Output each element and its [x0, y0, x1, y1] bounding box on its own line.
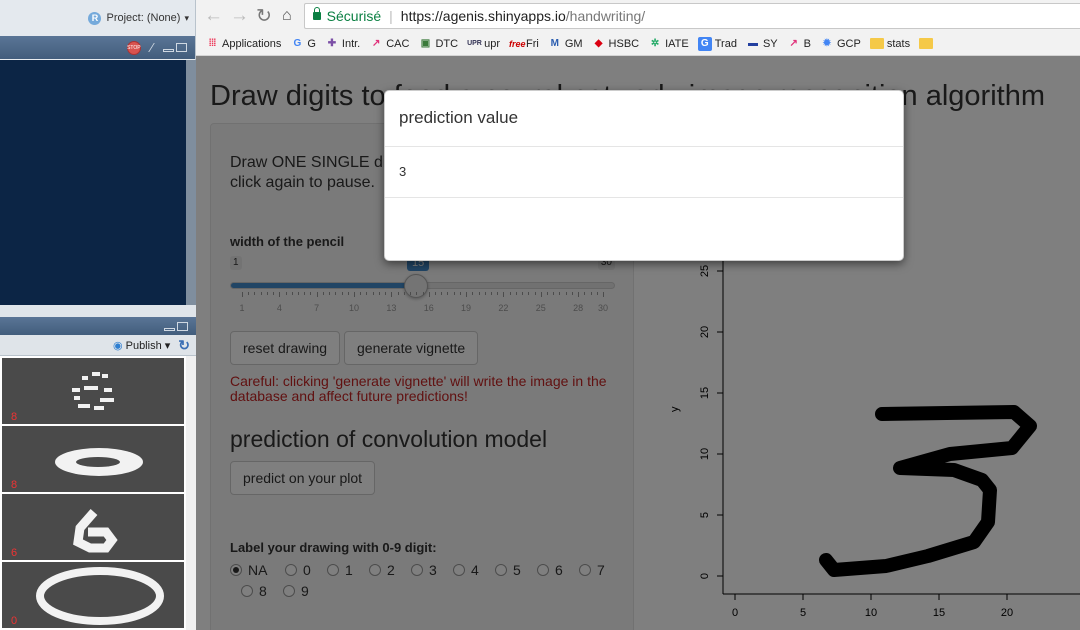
home-icon[interactable]: ⌂	[282, 7, 292, 24]
prediction-modal: prediction value 3	[384, 90, 904, 261]
vignette-item: 6	[2, 494, 184, 560]
maximize-icon[interactable]	[177, 321, 188, 331]
address-bar[interactable]: Sécurisé | https://agenis.shinyapps.io/h…	[303, 3, 1080, 29]
google-icon: G	[293, 37, 302, 49]
bookmark-gm[interactable]: M GM	[548, 37, 583, 51]
vignette-digit-image	[36, 567, 164, 625]
gmail-icon: M	[550, 37, 559, 49]
refresh-icon[interactable]: ↻	[178, 336, 190, 353]
upr-icon: UPR	[467, 39, 482, 47]
bookmark-iate[interactable]: ✲ IATE	[648, 37, 689, 51]
window-controls	[164, 321, 188, 331]
forward-icon[interactable]: →	[230, 5, 249, 26]
ide-project-bar[interactable]: R Project: (None) ▾	[0, 0, 195, 36]
console-scrollbar[interactable]	[186, 60, 196, 305]
free-icon: free	[508, 38, 526, 49]
eu-icon: ✲	[650, 37, 660, 49]
flag-icon: ▬	[747, 37, 758, 49]
bookmark-folder[interactable]	[919, 38, 934, 49]
vignette-label: 0	[11, 615, 18, 627]
bookmark-stats[interactable]: stats	[869, 38, 910, 50]
broom-icon[interactable]: ⁄	[150, 40, 153, 55]
project-label[interactable]: Project: (None)	[106, 12, 181, 24]
bookmark-sy[interactable]: ▬ SY	[747, 37, 778, 50]
arrow-logo-icon: ↗	[789, 37, 798, 49]
chip-icon: ✹	[822, 37, 832, 49]
lock-icon	[312, 7, 321, 20]
vignette-item: 8	[2, 426, 184, 492]
minimize-icon[interactable]	[164, 327, 175, 331]
secure-label: Sécurisé	[326, 8, 382, 24]
bookmark-intr[interactable]: ✚ Intr.	[325, 37, 361, 51]
prediction-value: 3	[385, 147, 903, 198]
reload-icon[interactable]: ↻	[256, 5, 272, 27]
vignette-digit-image	[72, 372, 114, 410]
vignette-item: 0	[2, 562, 184, 628]
chevron-down-icon[interactable]: ▾	[184, 12, 189, 23]
bookmark-gcp[interactable]: ✹ GCP	[820, 37, 861, 51]
arrow-logo-icon: ↗	[372, 37, 381, 49]
maximize-icon[interactable]	[176, 43, 187, 52]
viewer-toolbar: ◉ Publish ▾ ↻	[0, 335, 196, 356]
separator: |	[389, 8, 393, 24]
viewer-pane-bar	[0, 317, 196, 335]
doc-icon: ▣	[420, 37, 431, 49]
bookmark-upr[interactable]: UPR upr	[467, 37, 500, 50]
viewer-scrollbar[interactable]	[186, 356, 196, 630]
vignette-item: 8	[2, 358, 184, 424]
stop-icon[interactable]: STOP	[126, 40, 141, 55]
puzzle-icon: ✚	[327, 37, 337, 49]
url-host: https://agenis.shinyapps.io	[400, 8, 566, 24]
bookmark-dtc[interactable]: ▣ DTC	[418, 37, 458, 51]
bookmark-cac[interactable]: ↗ CAC	[369, 37, 409, 51]
address-row: ← → ↻ ⌂ Sécurisé | https://agenis.shinya…	[196, 0, 1080, 32]
translate-icon: G	[697, 36, 712, 51]
publish-label: Publish	[125, 339, 162, 352]
browser-window: ← → ↻ ⌂ Sécurisé | https://agenis.shinya…	[196, 0, 1080, 630]
modal-title: prediction value	[385, 91, 903, 147]
window-controls	[163, 43, 187, 52]
bookmark-fri[interactable]: free Fri	[508, 37, 539, 50]
hsbc-icon: ◆	[594, 37, 603, 49]
apps-grid-icon: ⁞⁞⁞	[208, 37, 217, 49]
vignette-label: 8	[11, 411, 18, 423]
bookmark-trad[interactable]: G Trad	[697, 36, 737, 51]
pane-splitter[interactable]	[0, 305, 196, 317]
minimize-icon[interactable]	[163, 49, 174, 52]
console-pane-bar: STOP ⁄	[0, 36, 195, 59]
back-icon[interactable]: ←	[204, 5, 223, 26]
vignette-label: 6	[11, 547, 18, 559]
publish-icon: ◉	[113, 339, 123, 352]
r-console[interactable]	[0, 60, 186, 305]
folder-icon	[869, 38, 884, 49]
vignette-list: 8 8 6 0	[0, 356, 186, 630]
bookmark-b[interactable]: ↗ B	[787, 37, 811, 51]
bookmark-applications[interactable]: ⁞⁞⁞ Applications	[205, 37, 282, 51]
url-path: /handwriting/	[565, 8, 646, 24]
publish-button[interactable]: ◉ Publish ▾	[113, 339, 171, 352]
r-project-icon: R	[88, 11, 102, 25]
vignette-label: 8	[11, 479, 18, 491]
bookmark-hsbc[interactable]: ◆ HSBC	[592, 37, 639, 51]
folder-icon	[919, 38, 934, 49]
vignette-digit-image	[55, 448, 143, 476]
vignette-digit-image	[73, 509, 118, 553]
